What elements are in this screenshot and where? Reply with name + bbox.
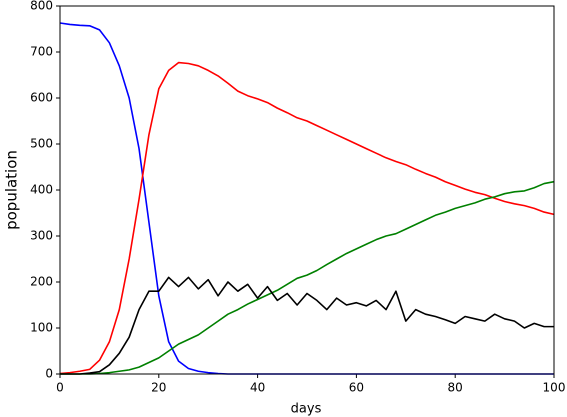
line — [60, 276, 554, 375]
x-axis-label: days — [291, 402, 322, 417]
x-tick-label: 80 — [448, 381, 463, 395]
line — [60, 180, 555, 375]
line — [59, 61, 555, 375]
y-tick-label: 600 — [30, 91, 53, 105]
y-tick-label: 0 — [45, 367, 53, 381]
y-tick-label: 300 — [30, 229, 53, 243]
y-tick-label: 400 — [30, 183, 53, 197]
x-tick-label: 20 — [151, 381, 166, 395]
x-tick-label: 0 — [56, 381, 64, 395]
y-tick-label: 200 — [30, 275, 53, 289]
y-tick-label: 700 — [30, 45, 53, 59]
x-tick-label: 60 — [349, 381, 364, 395]
x-tick-label: 100 — [543, 381, 566, 395]
x-tick-label: 40 — [250, 381, 265, 395]
y-tick-label: 800 — [30, 0, 53, 13]
y-tick-label: 100 — [30, 321, 53, 335]
plot-frame — [59, 5, 555, 375]
y-tick-label: 500 — [30, 137, 53, 151]
y-axis-label: population — [3, 150, 21, 230]
